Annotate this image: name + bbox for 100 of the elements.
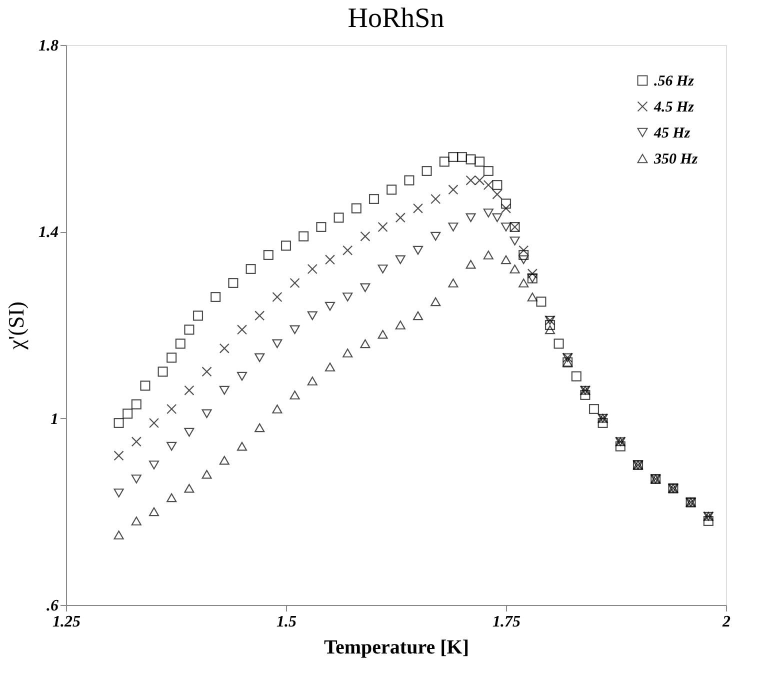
- point: [466, 154, 476, 164]
- point: [272, 339, 282, 348]
- y-tick-label: 1: [50, 410, 58, 428]
- point: [448, 278, 458, 288]
- y-tick-label: .6: [46, 598, 58, 614]
- point: [307, 376, 318, 386]
- point: [510, 236, 520, 246]
- point: [615, 441, 626, 452]
- point: [254, 310, 265, 321]
- point: [166, 352, 177, 363]
- point: [351, 203, 362, 214]
- point: [219, 386, 230, 395]
- point: [360, 231, 370, 242]
- point: [158, 366, 168, 377]
- point: [412, 203, 424, 214]
- point: [448, 184, 458, 195]
- point: [236, 372, 248, 381]
- point: [483, 180, 494, 190]
- point: [219, 343, 230, 354]
- point: [307, 311, 318, 320]
- point: [500, 203, 512, 214]
- point: [500, 198, 512, 209]
- point: [527, 268, 538, 279]
- point: [166, 493, 177, 502]
- point: [202, 409, 212, 418]
- legend-label: 45 Hz: [653, 126, 690, 142]
- point: [395, 320, 406, 330]
- point: [210, 292, 221, 302]
- point: [114, 530, 124, 540]
- point: [500, 255, 512, 264]
- y-axis-title: χ'(SI): [4, 302, 28, 350]
- point: [492, 189, 502, 200]
- point: [202, 366, 212, 377]
- point: [236, 442, 248, 451]
- point: [378, 264, 388, 274]
- point: [703, 516, 714, 526]
- point: [148, 460, 160, 470]
- point: [448, 152, 458, 162]
- x-axis-title: Temperature [K]: [324, 636, 469, 658]
- point: [290, 390, 300, 400]
- point: [272, 292, 282, 302]
- point: [114, 450, 124, 461]
- point: [466, 260, 476, 269]
- point: [342, 245, 353, 256]
- point: [184, 385, 194, 396]
- point: [184, 428, 194, 437]
- point: [536, 296, 546, 307]
- point: [412, 311, 424, 320]
- point: [324, 362, 336, 372]
- point: [316, 222, 326, 232]
- point: [272, 404, 282, 414]
- point: [202, 470, 212, 479]
- point: [412, 246, 424, 255]
- point: [510, 264, 520, 274]
- point: [334, 212, 344, 223]
- point: [588, 404, 600, 414]
- x-tick-label: 2: [722, 614, 730, 630]
- point: [544, 325, 556, 334]
- point: [140, 380, 150, 391]
- point: [219, 456, 230, 465]
- point: [184, 324, 194, 335]
- x-tick-label: 1.5: [276, 614, 296, 630]
- point: [571, 371, 582, 382]
- point: [342, 292, 353, 302]
- point: [131, 399, 142, 410]
- point: [386, 184, 397, 195]
- point: [456, 152, 468, 162]
- point: [175, 338, 186, 349]
- point: [166, 442, 177, 451]
- point: [254, 353, 265, 362]
- point: [254, 423, 265, 432]
- point: [492, 213, 502, 222]
- legend-label: 4.5 Hz: [653, 100, 694, 116]
- point: [439, 156, 450, 167]
- point: [324, 302, 336, 311]
- point: [395, 255, 406, 264]
- point: [448, 222, 458, 232]
- point: [466, 213, 476, 222]
- x-tick-label: 1.75: [492, 614, 520, 630]
- point: [483, 250, 494, 260]
- point: [324, 254, 336, 265]
- point: [518, 250, 529, 260]
- point: [430, 297, 441, 306]
- point: [290, 278, 300, 288]
- point: [518, 255, 529, 264]
- point: [114, 488, 124, 498]
- point: [368, 194, 380, 204]
- point: [500, 222, 512, 232]
- point: [148, 507, 160, 516]
- point: [246, 264, 256, 274]
- point: [166, 404, 177, 414]
- x-tick-label: 1.25: [52, 614, 80, 630]
- point: [131, 436, 142, 447]
- point: [131, 474, 142, 484]
- point: [474, 156, 485, 167]
- point: [598, 418, 608, 428]
- point: [518, 245, 529, 256]
- point: [580, 390, 590, 400]
- point: [492, 180, 502, 190]
- point: [360, 283, 370, 292]
